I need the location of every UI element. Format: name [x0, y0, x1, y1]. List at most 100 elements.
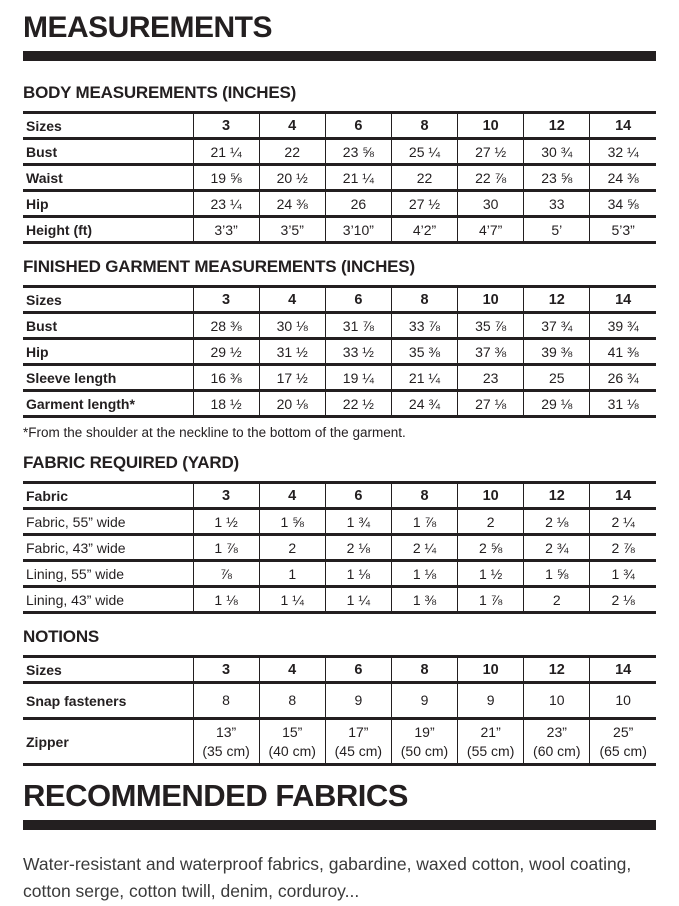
cell-value: 5’	[523, 216, 590, 243]
cell-value: 25” (65 cm)	[589, 718, 656, 765]
column-header-size: 12	[523, 482, 590, 509]
cell-value: 1 ¾	[589, 560, 656, 587]
cell-value: 2 ⅞	[589, 534, 656, 561]
cell-value: 27 ⅛	[457, 390, 524, 417]
cell-value: 23” (60 cm)	[523, 718, 590, 765]
row-label: Height (ft)	[26, 221, 93, 238]
column-header-size: 14	[589, 656, 656, 683]
cell-value: 35 ⅞	[457, 312, 524, 339]
cell-value: 2 ⅛	[523, 508, 590, 535]
cell-value: 1 ⅞	[192, 534, 260, 561]
cell-value: 35 ⅜	[390, 338, 458, 365]
cell-value: 33 ½	[324, 338, 392, 365]
cell-value: ⅞	[192, 560, 260, 587]
cell-value: 20 ⅛	[258, 390, 326, 417]
cell-value: 2	[523, 586, 590, 613]
cell-value: 1 ⅞	[390, 508, 458, 535]
cell-value: 19 ¼	[324, 364, 392, 391]
section-body-measurements: BODY MEASUREMENTS (INCHES) Sizes 3 4 6 8 10 12…	[23, 83, 656, 244]
cell-value: 21 ¼	[192, 138, 260, 165]
cell-value: 24 ¾	[390, 390, 458, 417]
cell-value: 1 ⅝	[258, 508, 326, 535]
column-header-size: 6	[324, 112, 392, 139]
column-header-size: 6	[324, 482, 392, 509]
finished-garment-heading: FINISHED GARMENT MEASUREMENTS (INCHES)	[23, 257, 415, 276]
cell-value: 1 ⅞	[457, 586, 524, 613]
cell-value: 13” (35 cm)	[192, 718, 260, 765]
cell-value: 34 ⅝	[589, 190, 656, 217]
cell-value: 17” (45 cm)	[324, 718, 392, 765]
cell-value: 2	[457, 508, 524, 535]
cell-value: 9	[390, 682, 458, 719]
table-row: Zipper 13” (35 cm) 15” (40 cm) 17” (45 cm) 1…	[23, 718, 656, 765]
column-header-size: 8	[390, 286, 458, 313]
garment-length-footnote: *From the shoulder at the neckline to th…	[23, 425, 406, 440]
cell-value: 3’3”	[192, 216, 260, 243]
cell-value: 30 ⅛	[258, 312, 326, 339]
row-label: Garment length*	[26, 395, 135, 412]
cell-value: 27 ½	[390, 190, 458, 217]
column-header-size: 4	[258, 656, 326, 683]
cell-value: 25 ¼	[390, 138, 458, 165]
row-label: Waist	[26, 169, 63, 186]
cell-value: 9	[324, 682, 392, 719]
cell-value: 29 ⅛	[523, 390, 590, 417]
cell-value: 23 ⅝	[523, 164, 590, 191]
column-header-size: 4	[258, 482, 326, 509]
table-header-row: Sizes 3 4 6 8 10 12 14	[23, 286, 656, 313]
cell-value: 28 ⅜	[192, 312, 260, 339]
body-measurements-table: Sizes 3 4 6 8 10 12 14 Bust 21 ¼ 22 23 ⅝ 25 ¼ 27 ½ 30 …	[23, 111, 656, 244]
section-fabric-required: FABRIC REQUIRED (YARD) Fabric 3 4 6 8 10 12 14 F…	[23, 453, 656, 614]
column-header-size: 6	[324, 656, 392, 683]
cell-value: 23 ¼	[192, 190, 260, 217]
column-header-size: 14	[589, 112, 656, 139]
column-header-size: 10	[457, 482, 524, 509]
cell-value: 33 ⅞	[390, 312, 458, 339]
title-divider-bar	[23, 51, 656, 61]
cell-value: 27 ½	[457, 138, 524, 165]
column-header-size: 8	[390, 656, 458, 683]
cell-value: 22	[258, 138, 326, 165]
recommended-fabrics-text: Water-resistant and waterproof fabrics, …	[23, 854, 632, 902]
table-row: Waist 19 ⅝ 20 ½ 21 ¼ 22 22 ⅞ 23 ⅝ 24 ⅜	[23, 164, 656, 191]
cell-value: 37 ¾	[523, 312, 590, 339]
cell-value: 2 ¼	[589, 508, 656, 535]
column-header-size: 12	[523, 112, 590, 139]
column-header-size: 3	[192, 482, 260, 509]
column-header-size: 8	[390, 482, 458, 509]
row-label: Fabric, 55” wide	[26, 513, 126, 530]
cell-value: 21” (55 cm)	[457, 718, 524, 765]
cell-value: 30 ¾	[523, 138, 590, 165]
body-measurements-heading: BODY MEASUREMENTS (INCHES)	[23, 83, 297, 102]
cell-value: 23	[457, 364, 524, 391]
page-title: MEASUREMENTS	[23, 11, 273, 44]
table-header-row: Sizes 3 4 6 8 10 12 14	[23, 112, 656, 139]
row-label: Fabric, 43” wide	[26, 539, 126, 556]
cell-value: 25	[523, 364, 590, 391]
cell-value: 24 ⅜	[258, 190, 326, 217]
column-header-size: 3	[192, 286, 260, 313]
cell-value: 33	[523, 190, 590, 217]
section-notions: NOTIONS Sizes 3 4 6 8 10 12 14 Snap fasteners 8 8 9…	[23, 627, 656, 766]
cell-value: 4’7”	[457, 216, 524, 243]
table-header-row: Sizes 3 4 6 8 10 12 14	[23, 656, 656, 683]
footer-divider-bar	[23, 820, 656, 831]
cell-value: 1 ⅛	[390, 560, 458, 587]
cell-value: 1 ¼	[258, 586, 326, 613]
row-label: Hip	[26, 195, 49, 212]
cell-value: 8	[192, 682, 260, 719]
cell-value: 31 ½	[258, 338, 326, 365]
cell-value: 10	[589, 682, 656, 719]
column-header-label: Fabric	[26, 487, 69, 504]
table-row: Hip 23 ¼ 24 ⅜ 26 27 ½ 30 33 34 ⅝	[23, 190, 656, 217]
table-row: Snap fasteners 8 8 9 9 9 10 10	[23, 682, 656, 719]
cell-value: 3’5”	[258, 216, 326, 243]
row-label: Sleeve length	[26, 369, 117, 386]
notions-heading: NOTIONS	[23, 627, 100, 646]
cell-value: 1 ⅛	[192, 586, 260, 613]
table-row: Height (ft) 3’3” 3’5” 3’10” 4’2” 4’7” 5’ 5’3”	[23, 216, 656, 243]
